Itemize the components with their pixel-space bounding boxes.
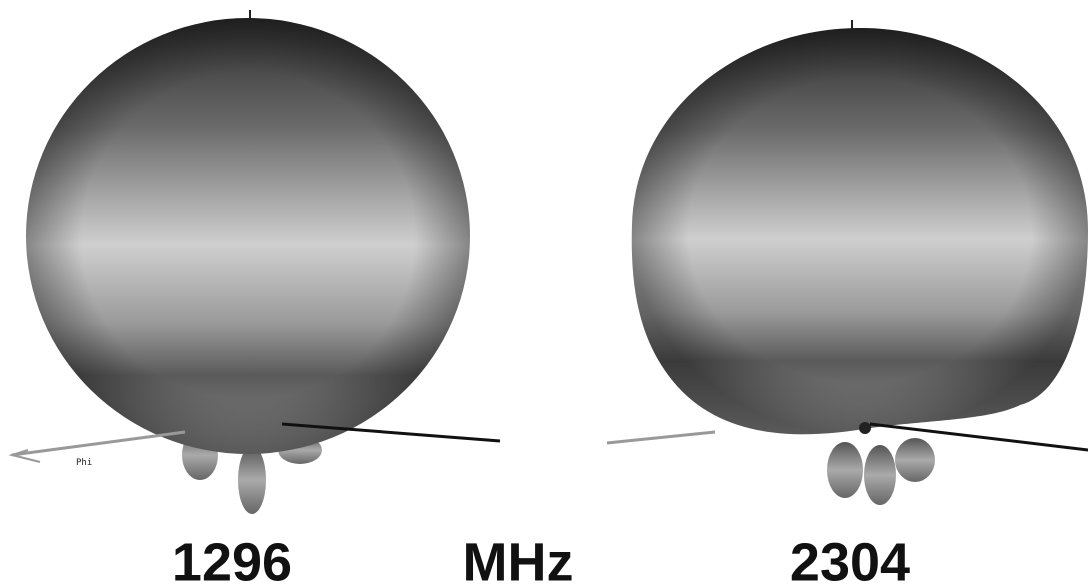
side-lobe: [864, 445, 896, 505]
phi-axis: [12, 432, 185, 455]
frequency-label: 1296: [172, 532, 292, 586]
side-lobe: [895, 438, 935, 482]
pattern-1296: Phi: [12, 10, 500, 514]
side-lobe: [238, 446, 266, 514]
pattern-2304: [607, 20, 1088, 505]
frequency-label: 2304: [790, 532, 910, 586]
side-lobe: [827, 442, 863, 498]
axis-label: Phi: [76, 458, 92, 468]
unit-label: MHz: [463, 532, 574, 586]
scene: Phi 1296 MHz 2304: [0, 0, 1088, 586]
main-lobe-rim: [632, 28, 1088, 434]
main-lobe-rim: [26, 18, 470, 454]
origin: [859, 422, 871, 434]
phi-axis: [607, 432, 715, 443]
